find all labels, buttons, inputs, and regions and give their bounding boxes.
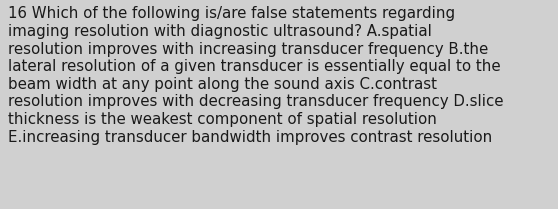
Text: 16 Which of the following is/are false statements regarding
imaging resolution w: 16 Which of the following is/are false s… [8,6,503,145]
